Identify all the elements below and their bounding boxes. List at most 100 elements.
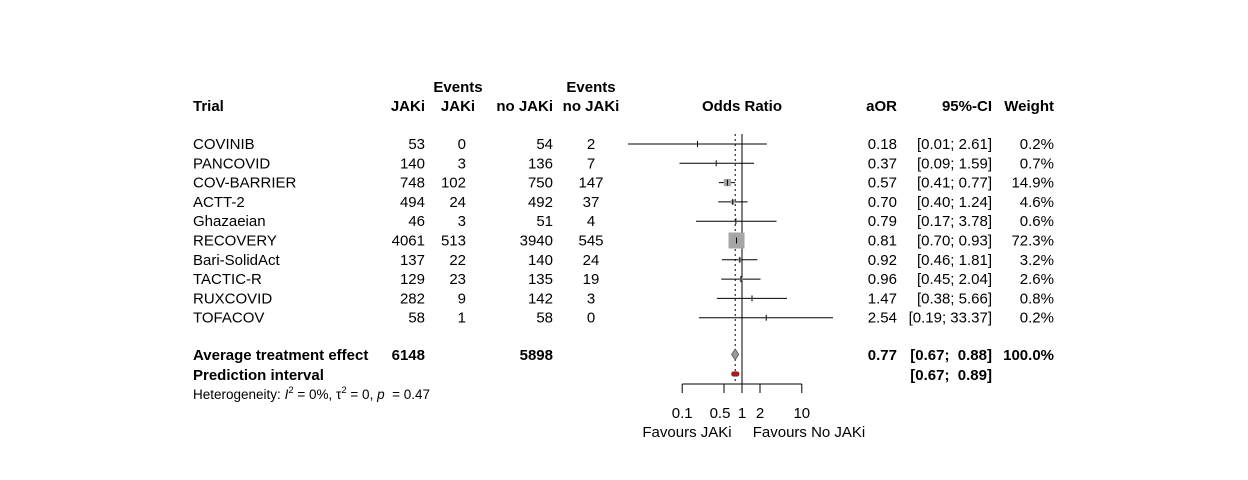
study-rows: COVINIB 53 0 54 2 0.18 [0.01; 2.61] 0.2% PANCOVI… <box>193 136 1054 327</box>
aor-value: 0.96 <box>868 271 897 288</box>
header-events-jaki-top: Events <box>433 79 482 96</box>
events-jaki: 3 <box>458 213 466 230</box>
weight-value: 0.8% <box>1020 290 1054 307</box>
table-row: ACTT-2 494 24 492 37 0.70 [0.40; 1.24] 4.6% <box>193 194 1054 211</box>
ci-value: [0.09; 1.59] <box>917 155 992 172</box>
n-nojaki: 3940 <box>520 233 553 250</box>
n-jaki: 4061 <box>392 233 425 250</box>
header-n-nojaki: no JAKi <box>496 98 553 115</box>
n-nojaki: 140 <box>528 252 553 269</box>
trial-name: RUXCOVID <box>193 290 272 307</box>
weight-value: 0.7% <box>1020 155 1054 172</box>
trial-name: Ghazaeian <box>193 213 266 230</box>
summary-label: Average treatment effect <box>193 347 368 364</box>
summary-diamond <box>731 348 740 361</box>
axis-right-label: Favours No JAKi <box>753 424 866 441</box>
axis-left-label: Favours JAKi <box>642 424 731 441</box>
weight-value: 2.6% <box>1020 271 1054 288</box>
axis-tick-label: 1 <box>738 405 746 422</box>
trial-name: Bari-SolidAct <box>193 252 281 269</box>
events-jaki: 24 <box>449 194 466 211</box>
table-row: Ghazaeian 46 3 51 4 0.79 [0.17; 3.78] 0.6% <box>193 213 1054 230</box>
n-nojaki: 750 <box>528 175 553 192</box>
header-trial: Trial <box>193 98 224 115</box>
events-jaki: 513 <box>441 233 466 250</box>
weight-value: 0.2% <box>1020 136 1054 153</box>
events-nojaki: 545 <box>578 233 603 250</box>
trial-name: TOFACOV <box>193 310 264 327</box>
n-nojaki: 58 <box>536 310 553 327</box>
header-events-jaki-bottom: JAKi <box>441 98 475 115</box>
aor-value: 2.54 <box>868 310 897 327</box>
table-row: COV-BARRIER 748 102 750 147 0.57 [0.41; 0.77] 1… <box>193 175 1054 192</box>
summary-weight: 100.0% <box>1003 347 1054 364</box>
n-jaki: 282 <box>400 290 425 307</box>
ci-value: [0.41; 0.77] <box>917 175 992 192</box>
table-row: RUXCOVID 282 9 142 3 1.47 [0.38; 5.66] 0.8% <box>193 290 1054 307</box>
het-i2-sup: 2 <box>288 385 293 396</box>
n-jaki: 129 <box>400 271 425 288</box>
trial-name: ACTT-2 <box>193 194 245 211</box>
events-nojaki: 147 <box>578 175 603 192</box>
axis-tick-label: 2 <box>756 405 764 422</box>
het-tau-symbol: τ <box>336 387 342 402</box>
summary-aor: 0.77 <box>868 347 897 364</box>
trial-name: COV-BARRIER <box>193 175 297 192</box>
weight-value: 72.3% <box>1011 233 1054 250</box>
ci-value: [0.40; 1.24] <box>917 194 992 211</box>
aor-value: 0.92 <box>868 252 897 269</box>
table-row: TACTIC-R 129 23 135 19 0.96 [0.45; 2.04] 2.6% <box>193 271 1054 288</box>
prediction-label: Prediction interval <box>193 367 324 384</box>
header-events-nojaki-bottom: no JAKi <box>563 98 620 115</box>
aor-value: 0.79 <box>868 213 897 230</box>
aor-value: 0.18 <box>868 136 897 153</box>
summary-n-nojaki: 5898 <box>520 347 553 364</box>
het-p-value: = 0.47 <box>385 387 430 402</box>
het-tau-sup: 2 <box>341 385 346 396</box>
events-jaki: 102 <box>441 175 466 192</box>
aor-value: 0.70 <box>868 194 897 211</box>
n-nojaki: 51 <box>536 213 553 230</box>
n-jaki: 46 <box>408 213 425 230</box>
events-jaki: 1 <box>458 310 466 327</box>
events-nojaki: 24 <box>583 252 600 269</box>
table-row: PANCOVID 140 3 136 7 0.37 [0.09; 1.59] 0.7% <box>193 155 1054 172</box>
heterogeneity-text: Heterogeneity: I2 = 0%, τ2 = 0, p = 0.47 <box>193 385 430 402</box>
header-aor: aOR <box>866 98 897 115</box>
ci-value: [0.19; 33.37] <box>909 310 992 327</box>
n-nojaki: 492 <box>528 194 553 211</box>
het-i2-value: = 0%, <box>294 387 336 402</box>
axis-tick-label: 0.5 <box>710 405 731 422</box>
ci-value: [0.38; 5.66] <box>917 290 992 307</box>
aor-value: 0.81 <box>868 233 897 250</box>
trial-name: RECOVERY <box>193 233 277 250</box>
axis-tick-label: 0.1 <box>672 405 693 422</box>
header: Trial JAKi Events JAKi no JAKi Events no… <box>193 79 1054 115</box>
x-axis: Favours JAKi Favours No JAKi 0.1 0.5 1 2 10 <box>642 383 866 441</box>
weight-value: 4.6% <box>1020 194 1054 211</box>
events-nojaki: 2 <box>587 136 595 153</box>
prediction-row: Prediction interval [0.67; 0.89] <box>193 367 992 384</box>
summary-row: Average treatment effect 6148 5898 0.77 … <box>193 347 1054 364</box>
ci-value: [0.45; 2.04] <box>917 271 992 288</box>
table-row: TOFACOV 58 1 58 0 2.54 [0.19; 33.37] 0.2% <box>193 310 1054 327</box>
n-jaki: 748 <box>400 175 425 192</box>
n-nojaki: 54 <box>536 136 553 153</box>
events-nojaki: 19 <box>583 271 600 288</box>
events-nojaki: 7 <box>587 155 595 172</box>
n-jaki: 58 <box>408 310 425 327</box>
summary-ci: [0.67; 0.88] <box>910 347 992 364</box>
trial-name: TACTIC-R <box>193 271 262 288</box>
n-jaki: 140 <box>400 155 425 172</box>
weight-value: 14.9% <box>1011 175 1054 192</box>
header-odds-ratio: Odds Ratio <box>702 98 782 115</box>
header-ci: 95%-CI <box>942 98 992 115</box>
prediction-interval-bar <box>731 371 740 377</box>
ci-value: [0.01; 2.61] <box>917 136 992 153</box>
events-jaki: 9 <box>458 290 466 307</box>
aor-value: 0.37 <box>868 155 897 172</box>
trial-name: COVINIB <box>193 136 255 153</box>
events-nojaki: 0 <box>587 310 595 327</box>
n-nojaki: 142 <box>528 290 553 307</box>
